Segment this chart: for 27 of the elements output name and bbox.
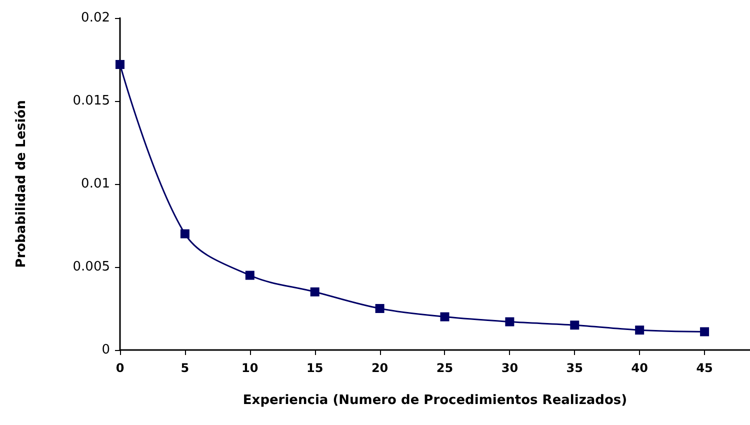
point	[635, 326, 644, 335]
point	[116, 60, 124, 69]
point	[570, 320, 580, 330]
point	[505, 317, 514, 326]
point	[375, 304, 384, 313]
point	[440, 312, 450, 322]
x-tick-label: 25	[436, 361, 454, 375]
y-axis-title: Probabilidad de Lesión	[14, 100, 29, 268]
point	[700, 327, 710, 336]
y-tick-label: 0	[102, 342, 110, 358]
x-tick-label: 5	[180, 361, 190, 375]
x-tick-label: 30	[501, 361, 518, 375]
x-axis-title: Experiencia (Numero de Procedimientos Realizados)	[242, 393, 628, 408]
x-tick-label: 20	[371, 361, 388, 375]
x-tick-label: 40	[631, 361, 648, 375]
x-tick-label: 10	[242, 361, 258, 375]
point	[180, 229, 190, 238]
y-tick-label: 0.005	[72, 260, 110, 274]
x-tick-label: 45	[696, 361, 713, 375]
y-tick-label: 0.02	[81, 10, 110, 26]
x-tick-label: 0	[116, 361, 124, 375]
x-tick-label: 15	[306, 361, 324, 375]
y-tick-label: 0.01	[81, 176, 110, 192]
y-tick-label: 0.015	[72, 94, 110, 108]
point	[310, 287, 320, 296]
point	[245, 270, 254, 280]
x-tick-label: 35	[566, 361, 583, 375]
